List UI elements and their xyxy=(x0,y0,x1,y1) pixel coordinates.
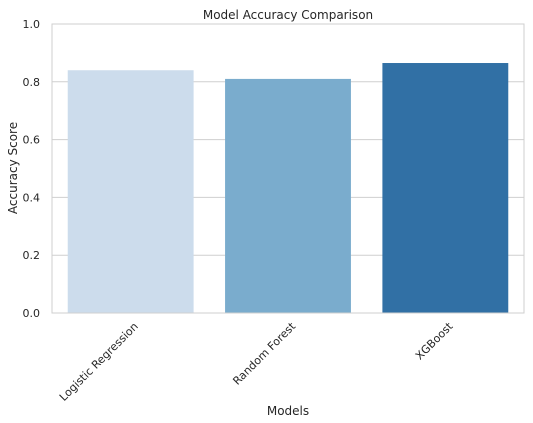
plot-frame xyxy=(51,23,525,314)
y-tick-label: 0.4 xyxy=(23,191,41,204)
bars xyxy=(67,63,509,314)
chart-title: Model Accuracy Comparison xyxy=(203,8,373,22)
bar xyxy=(67,70,194,314)
x-tick-labels: Logistic Regression Random Forest XGBoost xyxy=(57,319,456,403)
y-tick-label: 0.8 xyxy=(23,76,41,89)
y-tick-label: 0.2 xyxy=(23,249,41,262)
y-tick-label: 0.0 xyxy=(23,307,41,320)
y-tick-label: 0.6 xyxy=(23,134,41,147)
bar xyxy=(225,78,351,313)
bar xyxy=(382,63,509,313)
y-tick-label: 1.0 xyxy=(23,18,41,31)
y-tick-labels: 0.0 0.2 0.4 0.6 0.8 1.0 xyxy=(23,18,41,320)
x-tick-label: Random Forest xyxy=(230,319,298,387)
y-axis-label: Accuracy Score xyxy=(6,122,20,214)
x-tick-label: XGBoost xyxy=(413,319,456,362)
x-tick-label: Logistic Regression xyxy=(57,320,141,404)
x-axis-label: Models xyxy=(267,404,309,418)
